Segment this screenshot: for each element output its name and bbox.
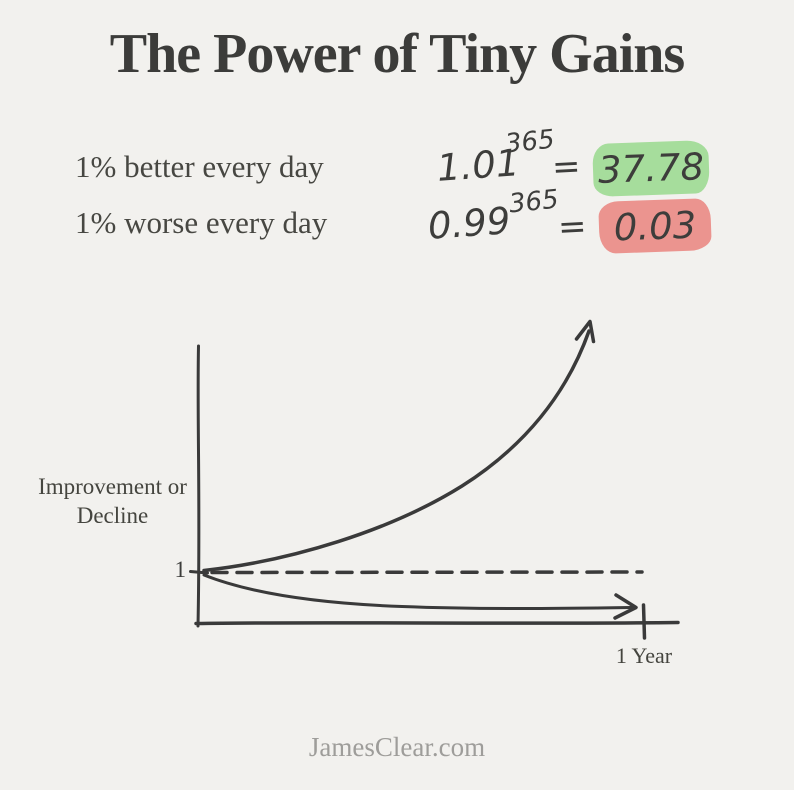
stat-equals-worse: = [556, 206, 588, 248]
dashed-baseline [210, 570, 644, 575]
stat-row-better: 1% better every day 1.01 365 = 37.78 [0, 124, 794, 200]
decline-curve-arrowhead [613, 593, 638, 620]
stat-result-better-highlight: 37.78 [592, 139, 710, 198]
y-axis-label: Improvement or Decline [38, 474, 187, 528]
stat-result-worse-highlight: 0.03 [598, 198, 712, 254]
stat-base-worse: 0.99 [426, 199, 512, 248]
stat-exponent-better: 365 [503, 124, 557, 160]
stat-exponent-worse: 365 [507, 184, 561, 220]
y-axis-line [196, 344, 201, 628]
x-axis-end-label: 1 Year [615, 643, 673, 668]
x-axis-line [194, 620, 680, 626]
one-year-tick [641, 603, 647, 640]
stat-equals-better: = [550, 146, 582, 188]
attribution-text: JamesClear.com [308, 732, 486, 762]
baseline-tick [189, 570, 209, 575]
stat-label-worse: 1% worse every day [75, 205, 328, 240]
growth-curve-arrowhead [574, 319, 596, 344]
decline-curve [202, 573, 633, 610]
hand-drawn-chart [189, 319, 680, 640]
baseline-value-label: 1 [174, 557, 187, 582]
growth-curve [202, 329, 591, 573]
stat-row-worse: 1% worse every day 0.99 365 = 0.03 [0, 184, 794, 256]
page-title: The Power of Tiny Gains [109, 23, 685, 85]
stat-label-better: 1% better every day [75, 149, 324, 184]
